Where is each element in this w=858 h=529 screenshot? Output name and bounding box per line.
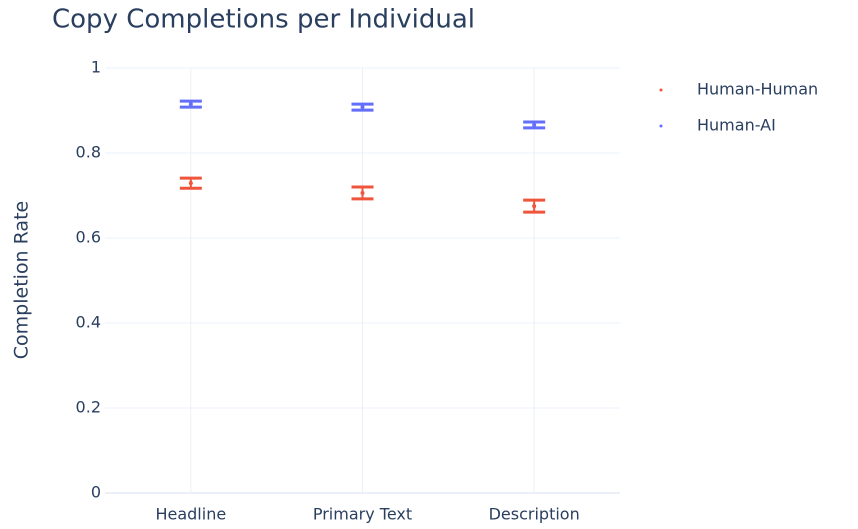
point bbox=[532, 122, 537, 127]
point bbox=[360, 105, 365, 110]
x-tick-label: Headline bbox=[155, 505, 226, 524]
legend-label: Human-AI bbox=[697, 116, 776, 135]
y-tick-label: 0 bbox=[91, 483, 101, 502]
y-tick-label: 0.4 bbox=[76, 313, 101, 332]
y-axis-label: Completion Rate bbox=[11, 201, 33, 359]
point bbox=[532, 204, 537, 209]
chart-title: Copy Completions per Individual bbox=[52, 5, 475, 35]
x-tick-label: Primary Text bbox=[313, 505, 412, 524]
point bbox=[188, 181, 193, 186]
point bbox=[188, 102, 193, 107]
y-tick-label: 1 bbox=[91, 58, 101, 77]
y-tick-label: 0.2 bbox=[76, 398, 101, 417]
legend-marker bbox=[659, 88, 663, 92]
x-tick-label: Description bbox=[489, 505, 580, 524]
legend-marker bbox=[659, 124, 663, 128]
y-tick-label: 0.6 bbox=[76, 228, 101, 247]
y-tick-label: 0.8 bbox=[76, 143, 101, 162]
point bbox=[360, 190, 365, 195]
legend-label: Human-Human bbox=[697, 80, 818, 99]
